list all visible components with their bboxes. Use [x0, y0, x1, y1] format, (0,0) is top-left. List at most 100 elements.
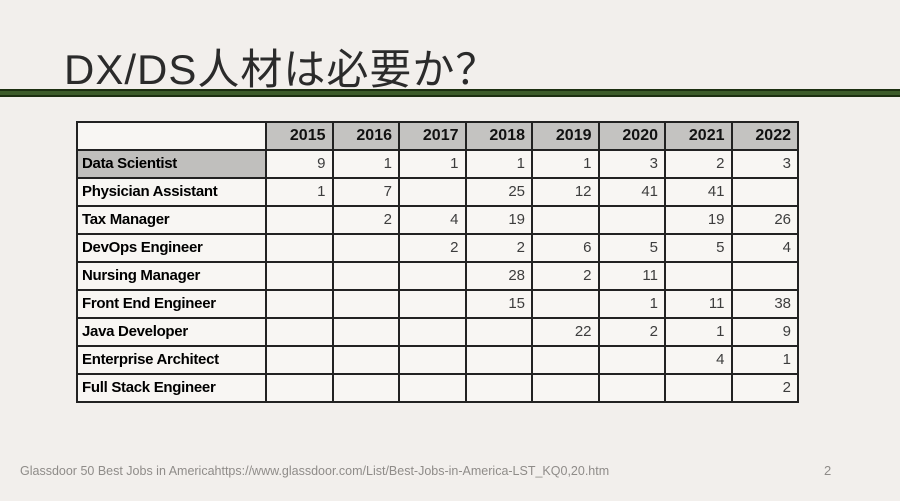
rank-value-cell [331, 289, 400, 319]
rank-value-cell: 15 [464, 289, 533, 319]
rank-value-cell: 1 [597, 289, 666, 319]
rank-value-cell [265, 289, 334, 319]
rank-value-cell [398, 177, 467, 207]
rank-value-cell: 41 [597, 177, 666, 207]
rank-value-cell [398, 345, 467, 375]
rank-value-cell [597, 205, 666, 235]
rank-value-cell [398, 317, 467, 347]
rank-value-cell [265, 205, 334, 235]
rank-value-cell: 7 [331, 177, 400, 207]
rank-value-cell [331, 345, 400, 375]
rank-value-cell: 5 [597, 233, 666, 263]
source-citation: Glassdoor 50 Best Jobs in Americahttps:/… [20, 464, 610, 478]
rank-value-cell [464, 345, 533, 375]
rank-value-cell: 2 [531, 261, 600, 291]
rank-value-cell [398, 289, 467, 319]
job-title-cell: Enterprise Architect [76, 345, 267, 375]
rank-value-cell: 2 [331, 205, 400, 235]
rank-value-cell [398, 261, 467, 291]
rank-value-cell: 1 [664, 317, 733, 347]
table-row: Data Scientist 9 1 1 1 1 3 2 3 [76, 149, 799, 179]
rank-value-cell: 11 [597, 261, 666, 291]
rank-value-cell [265, 317, 334, 347]
year-header-cell: 2019 [531, 121, 600, 151]
job-title-cell: Front End Engineer [76, 289, 267, 319]
rank-value-cell [331, 233, 400, 263]
table-row: Tax Manager 2 4 19 19 26 [76, 205, 799, 235]
slide-title: DX/DS人材は必要か？ [64, 46, 499, 93]
job-title-cell: Nursing Manager [76, 261, 267, 291]
rank-value-cell: 19 [664, 205, 733, 235]
page-number: 2 [824, 463, 832, 478]
rank-value-cell [331, 317, 400, 347]
rank-value-cell: 5 [664, 233, 733, 263]
table-row: Nursing Manager 28 2 11 [76, 261, 799, 291]
job-title-cell: Physician Assistant [76, 177, 267, 207]
rank-value-cell: 1 [464, 149, 533, 179]
year-header-cell: 2022 [730, 121, 799, 151]
rank-value-cell [398, 373, 467, 403]
rank-value-cell: 6 [531, 233, 600, 263]
rank-value-cell: 4 [664, 345, 733, 375]
rank-value-cell [331, 261, 400, 291]
rank-value-cell: 11 [664, 289, 733, 319]
rank-value-cell: 2 [398, 233, 467, 263]
rank-value-cell [265, 345, 334, 375]
rank-value-cell: 1 [331, 149, 400, 179]
table-body: Data Scientist 9 1 1 1 1 3 2 3 Physician Assistan… [76, 149, 799, 403]
job-title-cell: Java Developer [76, 317, 267, 347]
rank-value-cell [265, 373, 334, 403]
table-row: Enterprise Architect 4 1 [76, 345, 799, 375]
rank-value-cell [531, 345, 600, 375]
rank-value-cell: 2 [664, 149, 733, 179]
rank-value-cell: 4 [398, 205, 467, 235]
year-header-cell: 2015 [265, 121, 334, 151]
year-header-cell: 2021 [664, 121, 733, 151]
rank-value-cell: 9 [730, 317, 799, 347]
rank-value-cell: 1 [531, 149, 600, 179]
rank-value-cell [464, 373, 533, 403]
table-corner-cell [76, 121, 267, 151]
rank-value-cell [531, 289, 600, 319]
rank-value-cell: 3 [597, 149, 666, 179]
rank-value-cell: 9 [265, 149, 334, 179]
job-title-cell: DevOps Engineer [76, 233, 267, 263]
rank-value-cell: 12 [531, 177, 600, 207]
table-row: Physician Assistant 1 7 25 12 41 41 [76, 177, 799, 207]
rank-value-cell [597, 345, 666, 375]
rank-value-cell: 22 [531, 317, 600, 347]
table-row: DevOps Engineer 2 2 6 5 5 4 [76, 233, 799, 263]
rank-value-cell: 38 [730, 289, 799, 319]
rank-value-cell: 25 [464, 177, 533, 207]
rank-value-cell [664, 373, 733, 403]
rank-value-cell: 1 [265, 177, 334, 207]
job-title-cell: Full Stack Engineer [76, 373, 267, 403]
rank-value-cell [597, 373, 666, 403]
title-divider-line [0, 89, 900, 97]
rank-value-cell: 28 [464, 261, 533, 291]
table-row: Java Developer 22 2 1 9 [76, 317, 799, 347]
job-title-cell: Data Scientist [76, 149, 267, 179]
year-header-cell: 2016 [331, 121, 400, 151]
rank-value-cell: 2 [464, 233, 533, 263]
year-header-cell: 2017 [398, 121, 467, 151]
best-jobs-ranking-table: 2015 2016 2017 2018 2019 2020 2021 2022 Data Sc… [76, 121, 799, 403]
rank-value-cell: 2 [730, 373, 799, 403]
rank-value-cell [664, 261, 733, 291]
job-title-cell: Tax Manager [76, 205, 267, 235]
rank-value-cell: 1 [730, 345, 799, 375]
rank-value-cell [331, 373, 400, 403]
rank-value-cell [464, 317, 533, 347]
rank-value-cell [730, 177, 799, 207]
year-header-cell: 2018 [464, 121, 533, 151]
rank-value-cell [265, 261, 334, 291]
rank-value-cell: 2 [597, 317, 666, 347]
rank-value-cell: 1 [398, 149, 467, 179]
rank-value-cell: 3 [730, 149, 799, 179]
rank-value-cell: 4 [730, 233, 799, 263]
rank-value-cell [265, 233, 334, 263]
rank-value-cell: 26 [730, 205, 799, 235]
rank-value-cell [730, 261, 799, 291]
table-row: Front End Engineer 15 1 11 38 [76, 289, 799, 319]
